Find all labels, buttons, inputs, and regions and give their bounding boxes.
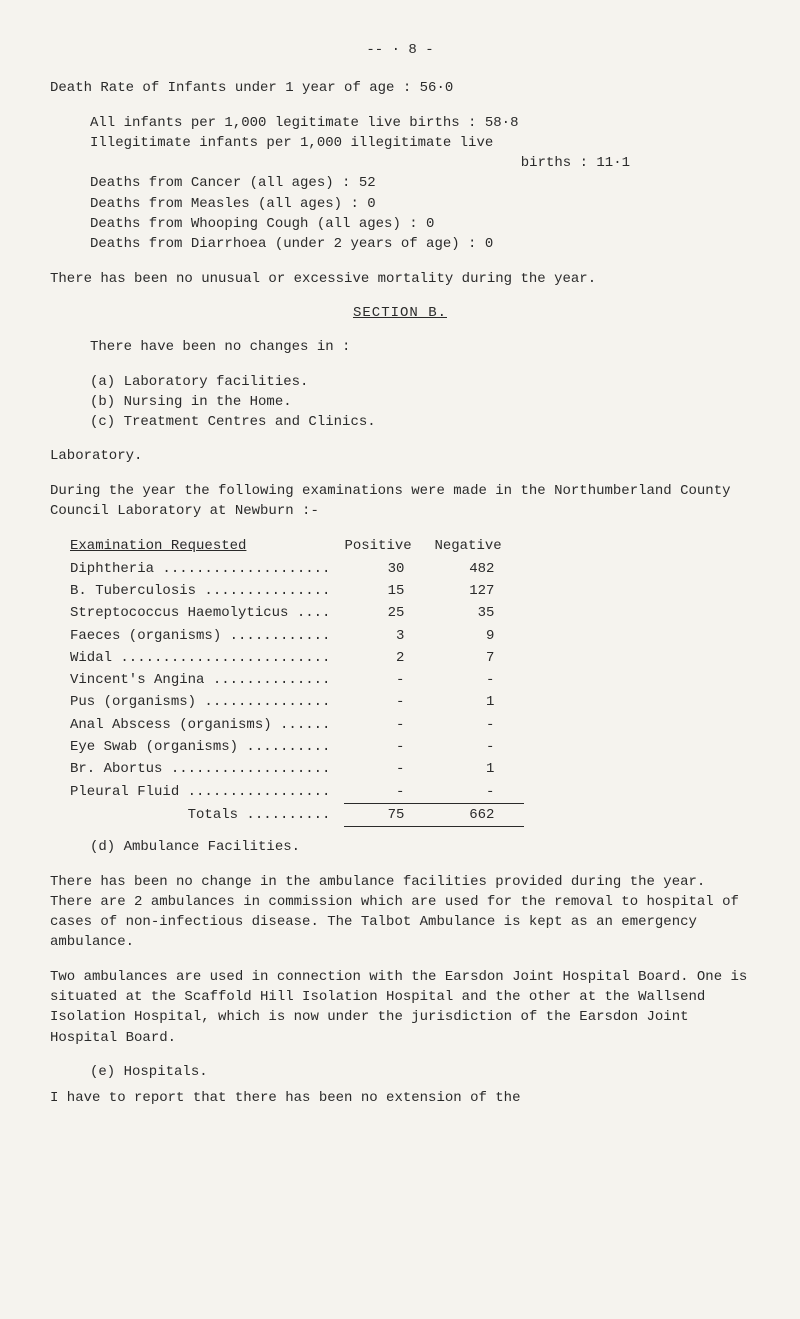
section-b-title: SECTION B.	[50, 303, 750, 323]
deaths-cancer: Deaths from Cancer (all ages) : 52	[90, 173, 750, 193]
positive-value: -	[344, 669, 434, 691]
table-row: Pus (organisms) ...............-1	[70, 691, 524, 713]
exam-name: Streptococcus Haemolyticus ....	[70, 602, 344, 624]
exam-name: Pus (organisms) ...............	[70, 691, 344, 713]
exam-name: Br. Abortus ...................	[70, 758, 344, 780]
col-exam: Examination Requested	[70, 535, 344, 557]
table-row: Widal .........................27	[70, 647, 524, 669]
table-row: Diphtheria ....................30482	[70, 558, 524, 580]
deaths-measles: Deaths from Measles (all ages) : 0	[90, 194, 750, 214]
positive-value: 2	[344, 647, 434, 669]
table-header-row: Examination Requested Positive Negative	[70, 535, 524, 557]
totals-row: Totals .......... 75 662	[70, 803, 524, 826]
positive-value: -	[344, 691, 434, 713]
births-line-2: Illegitimate infants per 1,000 illegitim…	[90, 133, 750, 153]
unusual-mortality: There has been no unusual or excessive m…	[50, 269, 750, 289]
hospitals-e: (e) Hospitals.	[90, 1062, 750, 1082]
negative-value: 35	[434, 602, 524, 624]
col-negative: Negative	[434, 535, 524, 557]
exam-name: Faeces (organisms) ............	[70, 625, 344, 647]
facilities-d: (d) Ambulance Facilities.	[90, 837, 750, 857]
exam-name: Widal .........................	[70, 647, 344, 669]
death-rate-heading: Death Rate of Infants under 1 year of ag…	[50, 78, 750, 98]
negative-value: 127	[434, 580, 524, 602]
ambulance-para-2: Two ambulances are used in connection wi…	[50, 967, 750, 1048]
exam-name: B. Tuberculosis ...............	[70, 580, 344, 602]
deaths-whooping: Deaths from Whooping Cough (all ages) : …	[90, 214, 750, 234]
table-row: Streptococcus Haemolyticus ....2535	[70, 602, 524, 624]
table-row: Br. Abortus ...................-1	[70, 758, 524, 780]
negative-value: -	[434, 714, 524, 736]
positive-value: 3	[344, 625, 434, 647]
births-line-3: births : 11·1	[120, 153, 630, 173]
positive-value: -	[344, 781, 434, 804]
totals-negative: 662	[434, 803, 524, 826]
positive-value: -	[344, 758, 434, 780]
exam-name: Pleural Fluid .................	[70, 781, 344, 804]
totals-label: Totals ..........	[70, 803, 344, 826]
negative-value: -	[434, 736, 524, 758]
negative-value: -	[434, 669, 524, 691]
exam-name: Eye Swab (organisms) ..........	[70, 736, 344, 758]
exam-table: Examination Requested Positive Negative …	[70, 535, 524, 831]
births-line-1: All infants per 1,000 legitimate live bi…	[90, 113, 750, 133]
exam-name: Vincent's Angina ..............	[70, 669, 344, 691]
table-row: B. Tuberculosis ...............15127	[70, 580, 524, 602]
exam-name: Anal Abscess (organisms) ......	[70, 714, 344, 736]
positive-value: -	[344, 714, 434, 736]
table-row: Anal Abscess (organisms) ......--	[70, 714, 524, 736]
change-c: (c) Treatment Centres and Clinics.	[90, 412, 750, 432]
negative-value: 7	[434, 647, 524, 669]
exam-name: Diphtheria ....................	[70, 558, 344, 580]
change-b: (b) Nursing in the Home.	[90, 392, 750, 412]
negative-value: 1	[434, 758, 524, 780]
col-positive: Positive	[344, 535, 434, 557]
table-row: Faeces (organisms) ............39	[70, 625, 524, 647]
ambulance-para-1: There has been no change in the ambulanc…	[50, 872, 750, 953]
page-number: -- · 8 -	[50, 40, 750, 60]
positive-value: 25	[344, 602, 434, 624]
totals-positive: 75	[344, 803, 434, 826]
positive-value: 30	[344, 558, 434, 580]
laboratory-para: During the year the following examinatio…	[50, 481, 750, 522]
laboratory-heading: Laboratory.	[50, 446, 750, 466]
negative-value: 482	[434, 558, 524, 580]
table-row: Eye Swab (organisms) ..........--	[70, 736, 524, 758]
changes-heading: There have been no changes in :	[90, 337, 750, 357]
table-row: Pleural Fluid .................--	[70, 781, 524, 804]
negative-value: 1	[434, 691, 524, 713]
positive-value: 15	[344, 580, 434, 602]
negative-value: 9	[434, 625, 524, 647]
hospitals-para: I have to report that there has been no …	[50, 1088, 750, 1108]
change-a: (a) Laboratory facilities.	[90, 372, 750, 392]
table-row: Vincent's Angina ..............--	[70, 669, 524, 691]
positive-value: -	[344, 736, 434, 758]
deaths-diarrhoea: Deaths from Diarrhoea (under 2 years of …	[90, 234, 750, 254]
negative-value: -	[434, 781, 524, 804]
